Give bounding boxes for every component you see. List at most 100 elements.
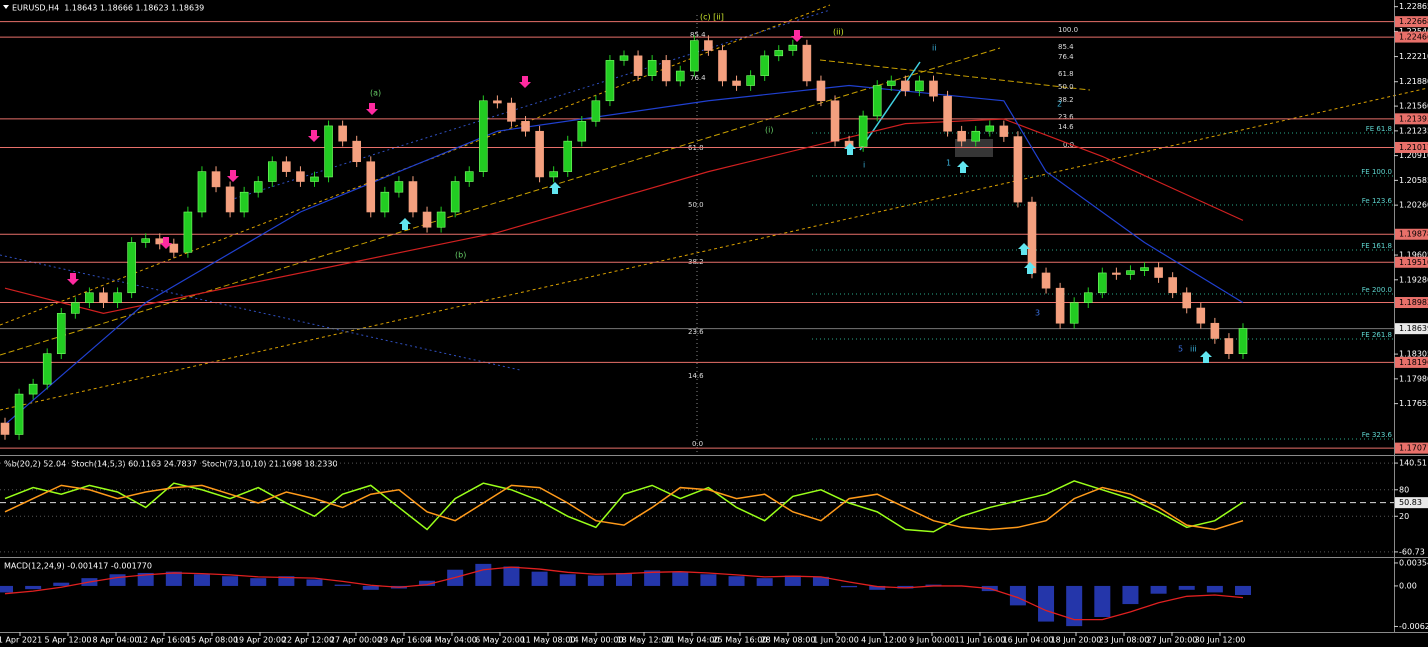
macd-bar [728,576,745,586]
fib-label: 61.8 [1058,70,1074,78]
candle-body [999,125,1009,137]
fib-label: 85.4 [1058,43,1074,51]
y-tick-label: 1.22210 [1399,52,1428,61]
candle-body [507,102,516,122]
fe-label: FE 61.8 [1366,125,1392,133]
candle-body [169,243,179,253]
macd-title: MACD(12,24,9) -0.001417 -0.001770 [4,562,152,571]
macd-bar [531,571,548,586]
x-tick-label: 1 Jun 20:00 [813,636,859,645]
macd-bar [165,571,182,586]
candle-body [1112,272,1121,275]
zone [955,139,993,157]
candle-body [1126,270,1135,275]
fe-label: FE 261.8 [1361,331,1392,339]
candle-body [802,44,812,82]
candle-body [113,292,122,303]
fib-label: 100.0 [1058,26,1078,34]
candle-body [1224,338,1234,355]
candle-body [943,95,952,132]
candle-body [352,140,362,163]
candle-body [493,100,502,104]
level-label-box [1395,442,1428,454]
fib-label: 61.8 [688,144,704,152]
fib-label: 38.2 [1058,96,1074,104]
y-tick-label: 20 [1399,512,1409,521]
candle-body [1154,267,1163,278]
candle-body [816,80,826,102]
candle-body [1140,267,1149,271]
x-tick-label: 12 Apr 16:00 [138,636,190,645]
candle-body [901,80,910,92]
level-label-box [1395,356,1428,368]
oscillator-line [4,480,1244,533]
candle-body [1041,272,1051,289]
wave-label: (c) [ii] [700,13,724,22]
current-value-box [1395,497,1428,509]
moving-average [4,84,1244,426]
fib-label: 0.0 [1063,141,1074,149]
x-tick-label: 23 Jun 08:00 [1099,636,1150,645]
y-tick-label: 1.19280 [1399,275,1428,284]
candle-body [563,140,573,172]
wave-label: 5 [1178,345,1183,354]
candle-body [225,186,235,213]
candle-body [436,211,446,228]
candle-body [394,181,404,193]
y-tick-label: 140.51 [1399,459,1427,468]
macd-bar [644,570,661,586]
signal-arrow [844,143,856,155]
y-tick-label: -0.006253 [1399,622,1428,631]
macd-bar [616,572,632,586]
fib-label: 50.0 [1058,83,1074,91]
candle-body [971,130,981,142]
candle-body [915,80,924,92]
x-tick-label: 22 Apr 12:00 [282,636,334,645]
fe-label: FE 161.8 [1361,242,1392,250]
signal-arrow [519,76,531,88]
candle-body [788,44,798,51]
moving-average [4,118,1244,314]
candle-body [85,292,94,303]
x-tick-label: 19 Apr 20:00 [234,636,286,645]
x-tick-label: 27 Apr 00:00 [330,636,382,645]
macd-bar [841,585,858,588]
candle-body [1069,302,1079,324]
wave-label: 3 [1035,309,1040,318]
y-tick-label: 80 [1399,485,1409,494]
signal-arrow [160,237,172,249]
y-tick-label: 1.21235 [1399,126,1428,135]
candle-body [1098,272,1107,294]
candle-body [1027,201,1037,274]
macd-bar [1066,585,1083,627]
level-label-box [1395,113,1428,125]
candle-body [1055,287,1065,324]
candle-body [1182,292,1192,309]
candle-body [408,181,418,213]
candle-body [886,80,896,86]
macd-bar [137,572,154,586]
channel-line [0,47,1001,356]
macd-bar [503,566,520,586]
macd-bar [1122,585,1139,605]
candle-body [464,171,474,182]
fib-label: 14.6 [688,372,704,380]
level-label-box [1395,297,1428,309]
candle-body [577,121,587,142]
macd-bar [1235,585,1251,595]
fe-label: Fe 323.6 [1362,431,1393,439]
signal-arrow [1024,262,1036,274]
candle-body [718,50,727,82]
candle-body [704,40,713,51]
signal-arrow [308,130,320,142]
candle-body [633,55,643,76]
level-label: 1.22668 [1399,17,1428,26]
fib-label: 0.0 [692,440,703,448]
signal-arrow [67,273,79,285]
macd-signal [4,566,1244,621]
signal-arrow [227,170,239,182]
signal-arrow [366,103,378,115]
candle-body [521,121,530,132]
x-tick-label: 28 May 08:00 [761,636,816,645]
macd-bar [362,585,379,590]
